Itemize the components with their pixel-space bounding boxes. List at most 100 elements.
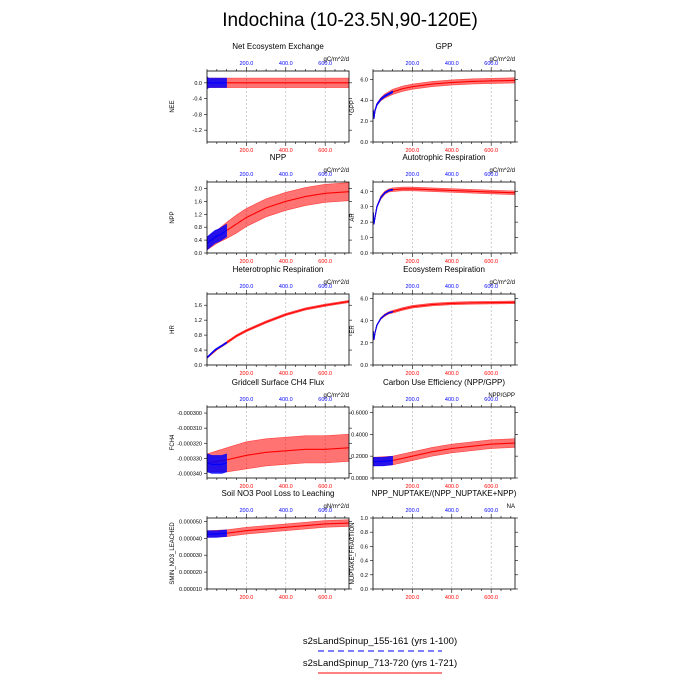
y-axis-label: FCH4 <box>170 434 176 450</box>
x-tick-top-label: 400.0 <box>279 508 293 514</box>
x-tick-label: 600.0 <box>484 484 498 490</box>
y-tick-label: 0.2 <box>360 573 368 579</box>
y-tick-label: 1.2 <box>194 212 202 218</box>
legend: s2sLandSpinup_155-161 (yrs 1-100) s2sLand… <box>303 636 457 674</box>
series-lower <box>207 471 227 474</box>
y-axis-label: NEE <box>170 100 176 112</box>
x-tick-label: 600.0 <box>318 484 332 490</box>
plot-frame <box>206 70 350 143</box>
series-lower <box>207 236 227 250</box>
panel-gpp: GPP gC/m^2/d 0.0 2.0 4.0 6.0 200.0 400.0 600.0 20… <box>350 42 518 154</box>
series-lower <box>207 200 349 251</box>
units-label: gC/m^2/d <box>324 57 350 63</box>
x-tick-top-label: 400.0 <box>445 397 459 403</box>
y-tick-label: 0.000020 <box>179 570 202 576</box>
series-upper <box>207 182 349 238</box>
y-axis-label: NUPTAKE_FRACTION <box>350 523 356 585</box>
x-tick-top-label: 600.0 <box>484 61 498 67</box>
series-line-red <box>207 447 349 464</box>
y-tick-label: 4.0 <box>360 189 368 195</box>
units-label: gC/m^2/d <box>324 280 350 286</box>
series-upper <box>207 529 227 531</box>
x-tick-label: 200.0 <box>240 595 254 601</box>
y-tick-label: 0.4000 <box>351 432 368 438</box>
x-tick-top-label: 600.0 <box>318 397 332 403</box>
units-label: gN/m^2/d <box>324 504 350 510</box>
series-group <box>373 438 515 467</box>
series-line-blue <box>207 532 227 535</box>
units-label: gC/m^2/d <box>324 168 350 174</box>
panel-title: NPP <box>270 153 286 162</box>
x-tick-label: 200.0 <box>406 484 420 490</box>
x-tick-top-label: 400.0 <box>279 284 293 290</box>
y-tick-label: -0.000330 <box>177 456 202 462</box>
y-tick-label: 0.0 <box>194 251 202 257</box>
series-lower <box>373 464 393 467</box>
x-tick-top-label: 200.0 <box>406 397 420 403</box>
y-tick-label: 0.000050 <box>179 519 202 525</box>
x-tick-label: 600.0 <box>484 595 498 601</box>
y-tick-label: 6.0 <box>360 77 368 83</box>
plot-frame <box>372 517 516 590</box>
panel-title: Carbon Use Efficiency (NPP/GPP) <box>383 378 505 387</box>
y-tick-label: 2.0 <box>360 341 368 347</box>
panel-smin: Soil NO3 Pool Loss to Leaching gN/m^2/d 0.… <box>170 489 352 601</box>
x-tick-top-label: 400.0 <box>445 508 459 514</box>
y-tick-label: 1.2 <box>194 318 202 324</box>
series-upper <box>207 519 349 531</box>
y-tick-label: 0.0 <box>194 363 202 369</box>
x-tick-label: 200.0 <box>240 148 254 154</box>
x-tick-top-label: 600.0 <box>484 508 498 514</box>
y-tick-label: 0.2000 <box>351 454 368 460</box>
series-upper <box>207 300 349 358</box>
y-tick-label: 0.000030 <box>179 553 202 559</box>
plot-frame <box>372 406 516 479</box>
units-label: NA <box>507 504 515 510</box>
panel-title: Heterotrophic Respiration <box>233 265 324 274</box>
series-group <box>207 182 349 251</box>
series-upper <box>373 186 515 223</box>
panel-nuptake: NPP_NUPTAKE/(NPP_NUPTAKE+NPP) NA 0.0 0.2 0.4… <box>350 489 518 601</box>
y-tick-label: -0.4 <box>193 97 202 103</box>
panel-title: Gridcell Surface CH4 Flux <box>232 378 324 387</box>
y-tick-label: 0.0 <box>360 363 368 369</box>
series-line-blue <box>373 189 393 224</box>
x-tick-top-label: 200.0 <box>240 172 254 178</box>
y-tick-label: 2.0 <box>360 119 368 125</box>
panel-title: Net Ecosystem Exchange <box>232 42 324 51</box>
y-axis-label: AR <box>350 213 356 222</box>
series-lower <box>373 190 515 225</box>
series-lower <box>207 302 349 359</box>
x-tick-label: 200.0 <box>240 484 254 490</box>
y-tick-label: 0.0000 <box>351 476 368 482</box>
series-group <box>373 77 515 120</box>
x-tick-top-label: 400.0 <box>445 61 459 67</box>
y-tick-label: 0.0 <box>194 81 202 87</box>
series-spread-red <box>373 77 515 120</box>
x-tick-label: 400.0 <box>279 484 293 490</box>
x-tick-label: 400.0 <box>279 259 293 265</box>
x-tick-top-label: 200.0 <box>406 61 420 67</box>
y-tick-label: -1.2 <box>193 128 202 134</box>
y-tick-label: -0.000300 <box>177 411 202 417</box>
x-tick-label: 200.0 <box>240 371 254 377</box>
legend-label: s2sLandSpinup_713-720 (yrs 1-721) <box>303 658 457 669</box>
series-lower <box>373 303 515 341</box>
series-line-red <box>373 79 515 119</box>
x-tick-label: 600.0 <box>318 259 332 265</box>
series-group <box>207 76 349 89</box>
series-upper <box>373 438 515 458</box>
panel-cue: Carbon Use Efficiency (NPP/GPP) NPP/GPP 0.… <box>351 378 518 490</box>
x-tick-top-label: 600.0 <box>318 172 332 178</box>
series-line-red <box>207 300 349 358</box>
x-tick-label: 600.0 <box>318 371 332 377</box>
series-group <box>207 300 349 359</box>
x-tick-label: 400.0 <box>445 148 459 154</box>
y-tick-label: 0.8 <box>194 333 202 339</box>
series-upper <box>373 300 515 339</box>
units-label: gC/m^2/d <box>490 57 516 63</box>
x-tick-top-label: 200.0 <box>240 61 254 67</box>
series-line-blue <box>207 229 228 244</box>
